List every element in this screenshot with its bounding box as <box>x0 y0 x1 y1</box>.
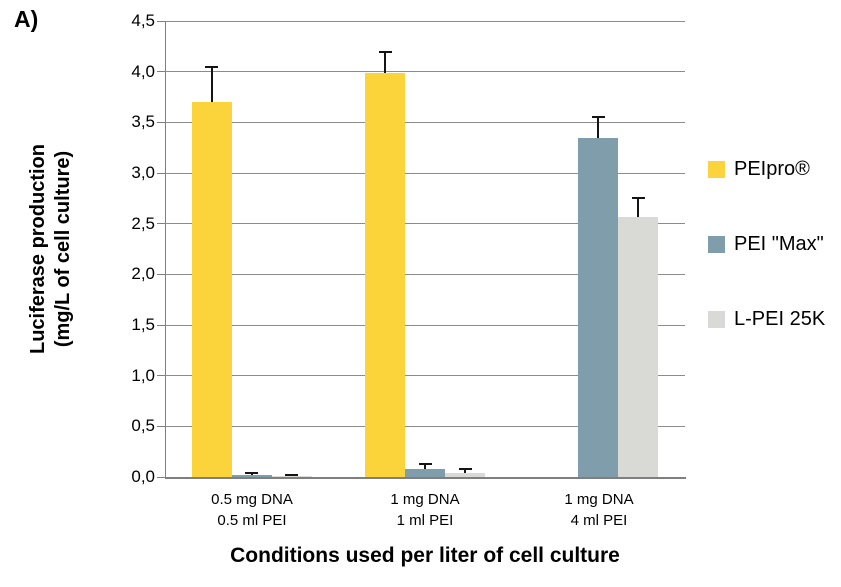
y-tick-label: 3,0 <box>131 163 155 182</box>
y-axis-tick <box>157 375 165 377</box>
error-bar-whisker <box>424 463 426 469</box>
gridline <box>165 223 685 225</box>
gridline <box>165 172 685 174</box>
legend-swatch-pei-max <box>708 236 725 253</box>
bar-series3-group1 <box>271 475 312 477</box>
y-axis-tick <box>157 273 165 275</box>
category-1-line1: 0.5 mg DNA <box>211 491 293 508</box>
legend-swatch-peipro <box>708 161 725 178</box>
error-bar-cap <box>245 471 259 474</box>
y-axis-title-line2: (mg/L of cell culture) <box>52 150 74 348</box>
bar-series2-group1 <box>231 474 272 477</box>
y-axis-tick <box>157 476 165 478</box>
y-axis-tick <box>157 425 165 427</box>
legend-label-lpei-25k: L-PEI 25K <box>734 308 826 330</box>
error-bar-whisker <box>597 117 600 138</box>
gridline <box>165 324 685 326</box>
y-axis-tick <box>157 20 165 22</box>
y-tick-label: 0,5 <box>131 416 155 436</box>
gridline <box>165 20 685 22</box>
bar-series1-group2 <box>365 72 405 477</box>
legend-label-peipro: PEIpro® <box>734 158 810 180</box>
error-bar-cap <box>378 51 392 54</box>
gridline <box>165 273 685 275</box>
legend-item-peipro: PEIpro® <box>708 158 825 181</box>
y-tick-label: 0,0 <box>131 467 155 486</box>
legend: PEIpro® PEI "Max" L-PEI 25K <box>708 158 825 383</box>
y-tick-label: 1,5 <box>131 315 155 334</box>
y-axis-title-line1: Luciferase production <box>27 143 49 355</box>
category-2-line2: 1 ml PEI <box>396 512 454 529</box>
plot-area <box>165 21 686 479</box>
error-bar-whisker <box>464 468 466 473</box>
error-bar-cap <box>285 473 299 476</box>
error-bar-whisker <box>637 198 640 217</box>
gridline <box>165 71 685 73</box>
legend-swatch-lpei-25k <box>708 311 725 328</box>
bar-series3-group3 <box>618 216 659 477</box>
category-1-line2: 0.5 ml PEI <box>217 512 287 529</box>
category-3-line1: 1 mg DNA <box>564 491 634 508</box>
legend-label-pei-max: PEI "Max" <box>734 233 824 255</box>
y-axis-title: Luciferase production (mg/L of cell cult… <box>26 39 78 459</box>
y-axis-tick <box>157 172 165 174</box>
bar-series2-group3 <box>578 137 619 477</box>
gridline <box>165 121 685 123</box>
gridline <box>165 375 685 377</box>
bar-series2-group2 <box>405 468 445 477</box>
error-bar-whisker <box>210 66 213 103</box>
error-bar-cap <box>458 467 472 470</box>
y-tick-label: 2,0 <box>131 264 155 284</box>
category-3-line2: 4 ml PEI <box>570 512 628 529</box>
error-bar-cap <box>418 462 432 465</box>
y-axis-tick <box>157 121 165 123</box>
category-2-line1: 1 mg DNA <box>390 491 460 508</box>
bar-series3-group2 <box>445 472 485 477</box>
legend-item-lpei-25k: L-PEI 25K <box>708 308 825 331</box>
y-axis-tick <box>157 71 165 73</box>
error-bar-cap <box>591 116 605 119</box>
error-bar-cap <box>205 65 219 68</box>
error-bar-whisker <box>250 472 253 475</box>
error-bar-whisker <box>384 52 386 73</box>
y-tick-label: 3,5 <box>131 112 155 132</box>
error-bar-cap <box>631 197 645 200</box>
category-label-2: 1 mg DNA 1 ml PEI <box>338 489 512 531</box>
figure-label: A) <box>14 6 39 32</box>
category-label-3: 1 mg DNA 4 ml PEI <box>512 489 686 531</box>
y-tick-label: 1,0 <box>131 365 155 385</box>
bar-series1-group1 <box>191 102 232 477</box>
legend-item-pei-max: PEI "Max" <box>708 233 825 256</box>
x-axis-title: Conditions used per liter of cell cultur… <box>230 544 620 567</box>
category-label-1: 0.5 mg DNA 0.5 ml PEI <box>165 489 339 531</box>
y-tick-label: 2,5 <box>131 213 155 233</box>
y-axis-tick <box>157 324 165 326</box>
gridline <box>165 425 685 427</box>
y-tick-label: 4,0 <box>131 61 155 81</box>
y-axis-tick <box>157 223 165 225</box>
y-tick-label: 4,5 <box>131 11 155 30</box>
